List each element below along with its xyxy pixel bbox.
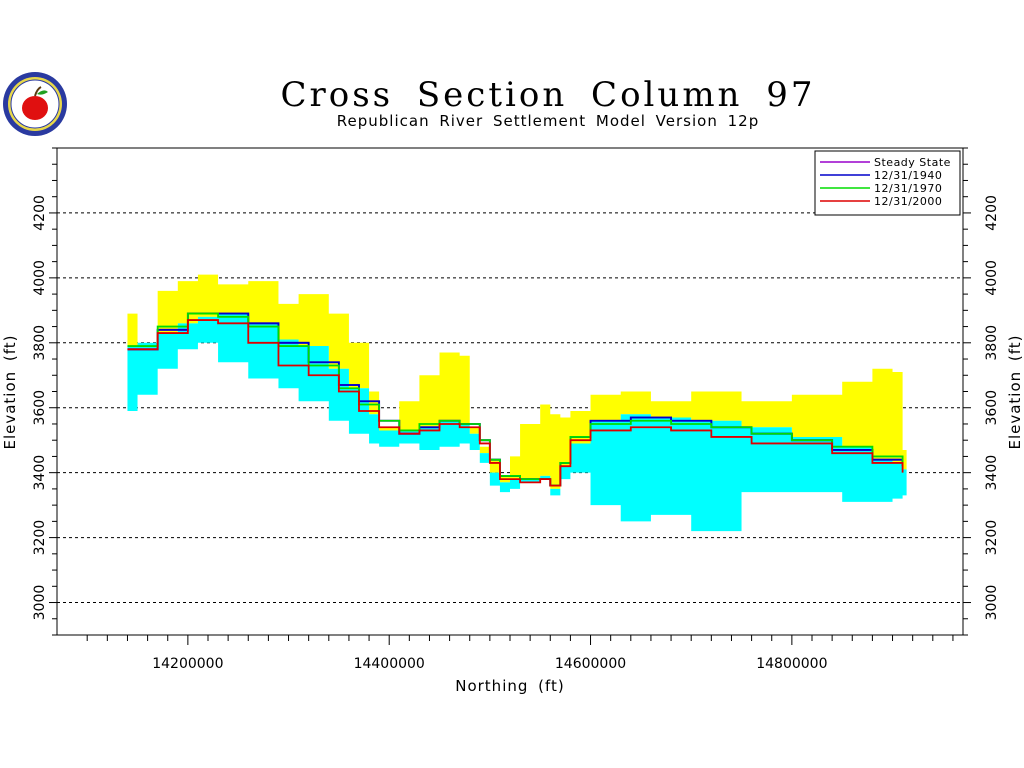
- y-tick-label-left-3000: 3000: [32, 585, 48, 621]
- y-tick-label-left-3200: 3200: [32, 520, 48, 556]
- y-tick-label-right-3000: 3000: [984, 585, 1000, 621]
- legend-label-1970: 12/31/1970: [874, 182, 942, 195]
- x-axis-label: Northing (ft): [455, 677, 565, 695]
- x-tick-label-14600000: 14600000: [555, 656, 626, 672]
- y-tick-label-left-4200: 4200: [32, 195, 48, 231]
- y-tick-label-left-3600: 3600: [32, 390, 48, 426]
- legend: Steady State 12/31/1940 12/31/1970 12/31…: [814, 150, 961, 216]
- legend-label-steady-state: Steady State: [874, 156, 951, 169]
- y-tick-label-right-4000: 4000: [984, 260, 1000, 296]
- y-tick-label-right-3200: 3200: [984, 520, 1000, 556]
- layer2-area: [127, 313, 907, 532]
- x-tick-label-14800000: 14800000: [756, 656, 827, 672]
- y2000-line: [127, 319, 904, 487]
- axis-ticks: 14200000 14400000 14600000 14800000 3000 3000…: [32, 147, 1000, 672]
- plot-area: [56, 147, 964, 636]
- layer-areas: [127, 274, 907, 532]
- y-tick-label-left-4000: 4000: [32, 260, 48, 296]
- legend-label-1940: 12/31/1940: [874, 169, 942, 182]
- y-tick-label-right-3400: 3400: [984, 455, 1000, 491]
- apple-seal-logo-icon: [3, 72, 67, 136]
- x-tick-label-14400000: 14400000: [354, 656, 425, 672]
- y-tick-label-right-3800: 3800: [984, 325, 1000, 361]
- y-tick-label-left-3400: 3400: [32, 455, 48, 491]
- x-tick-label-14200000: 14200000: [152, 656, 223, 672]
- y-tick-label-left-3800: 3800: [32, 325, 48, 361]
- legend-label-2000: 12/31/2000: [874, 195, 942, 208]
- layer1-area: [127, 274, 907, 489]
- chart-subtitle: Republican River Settlement Model Versio…: [337, 112, 759, 130]
- y-axis-label-left: Elevation (ft): [1, 334, 19, 449]
- y-axis-label-right: Elevation (ft): [1006, 334, 1024, 449]
- y-tick-label-right-4200: 4200: [984, 195, 1000, 231]
- y-tick-label-right-3600: 3600: [984, 390, 1000, 426]
- chart-title: Cross Section Column 97: [280, 75, 815, 115]
- head-lines: [127, 312, 904, 487]
